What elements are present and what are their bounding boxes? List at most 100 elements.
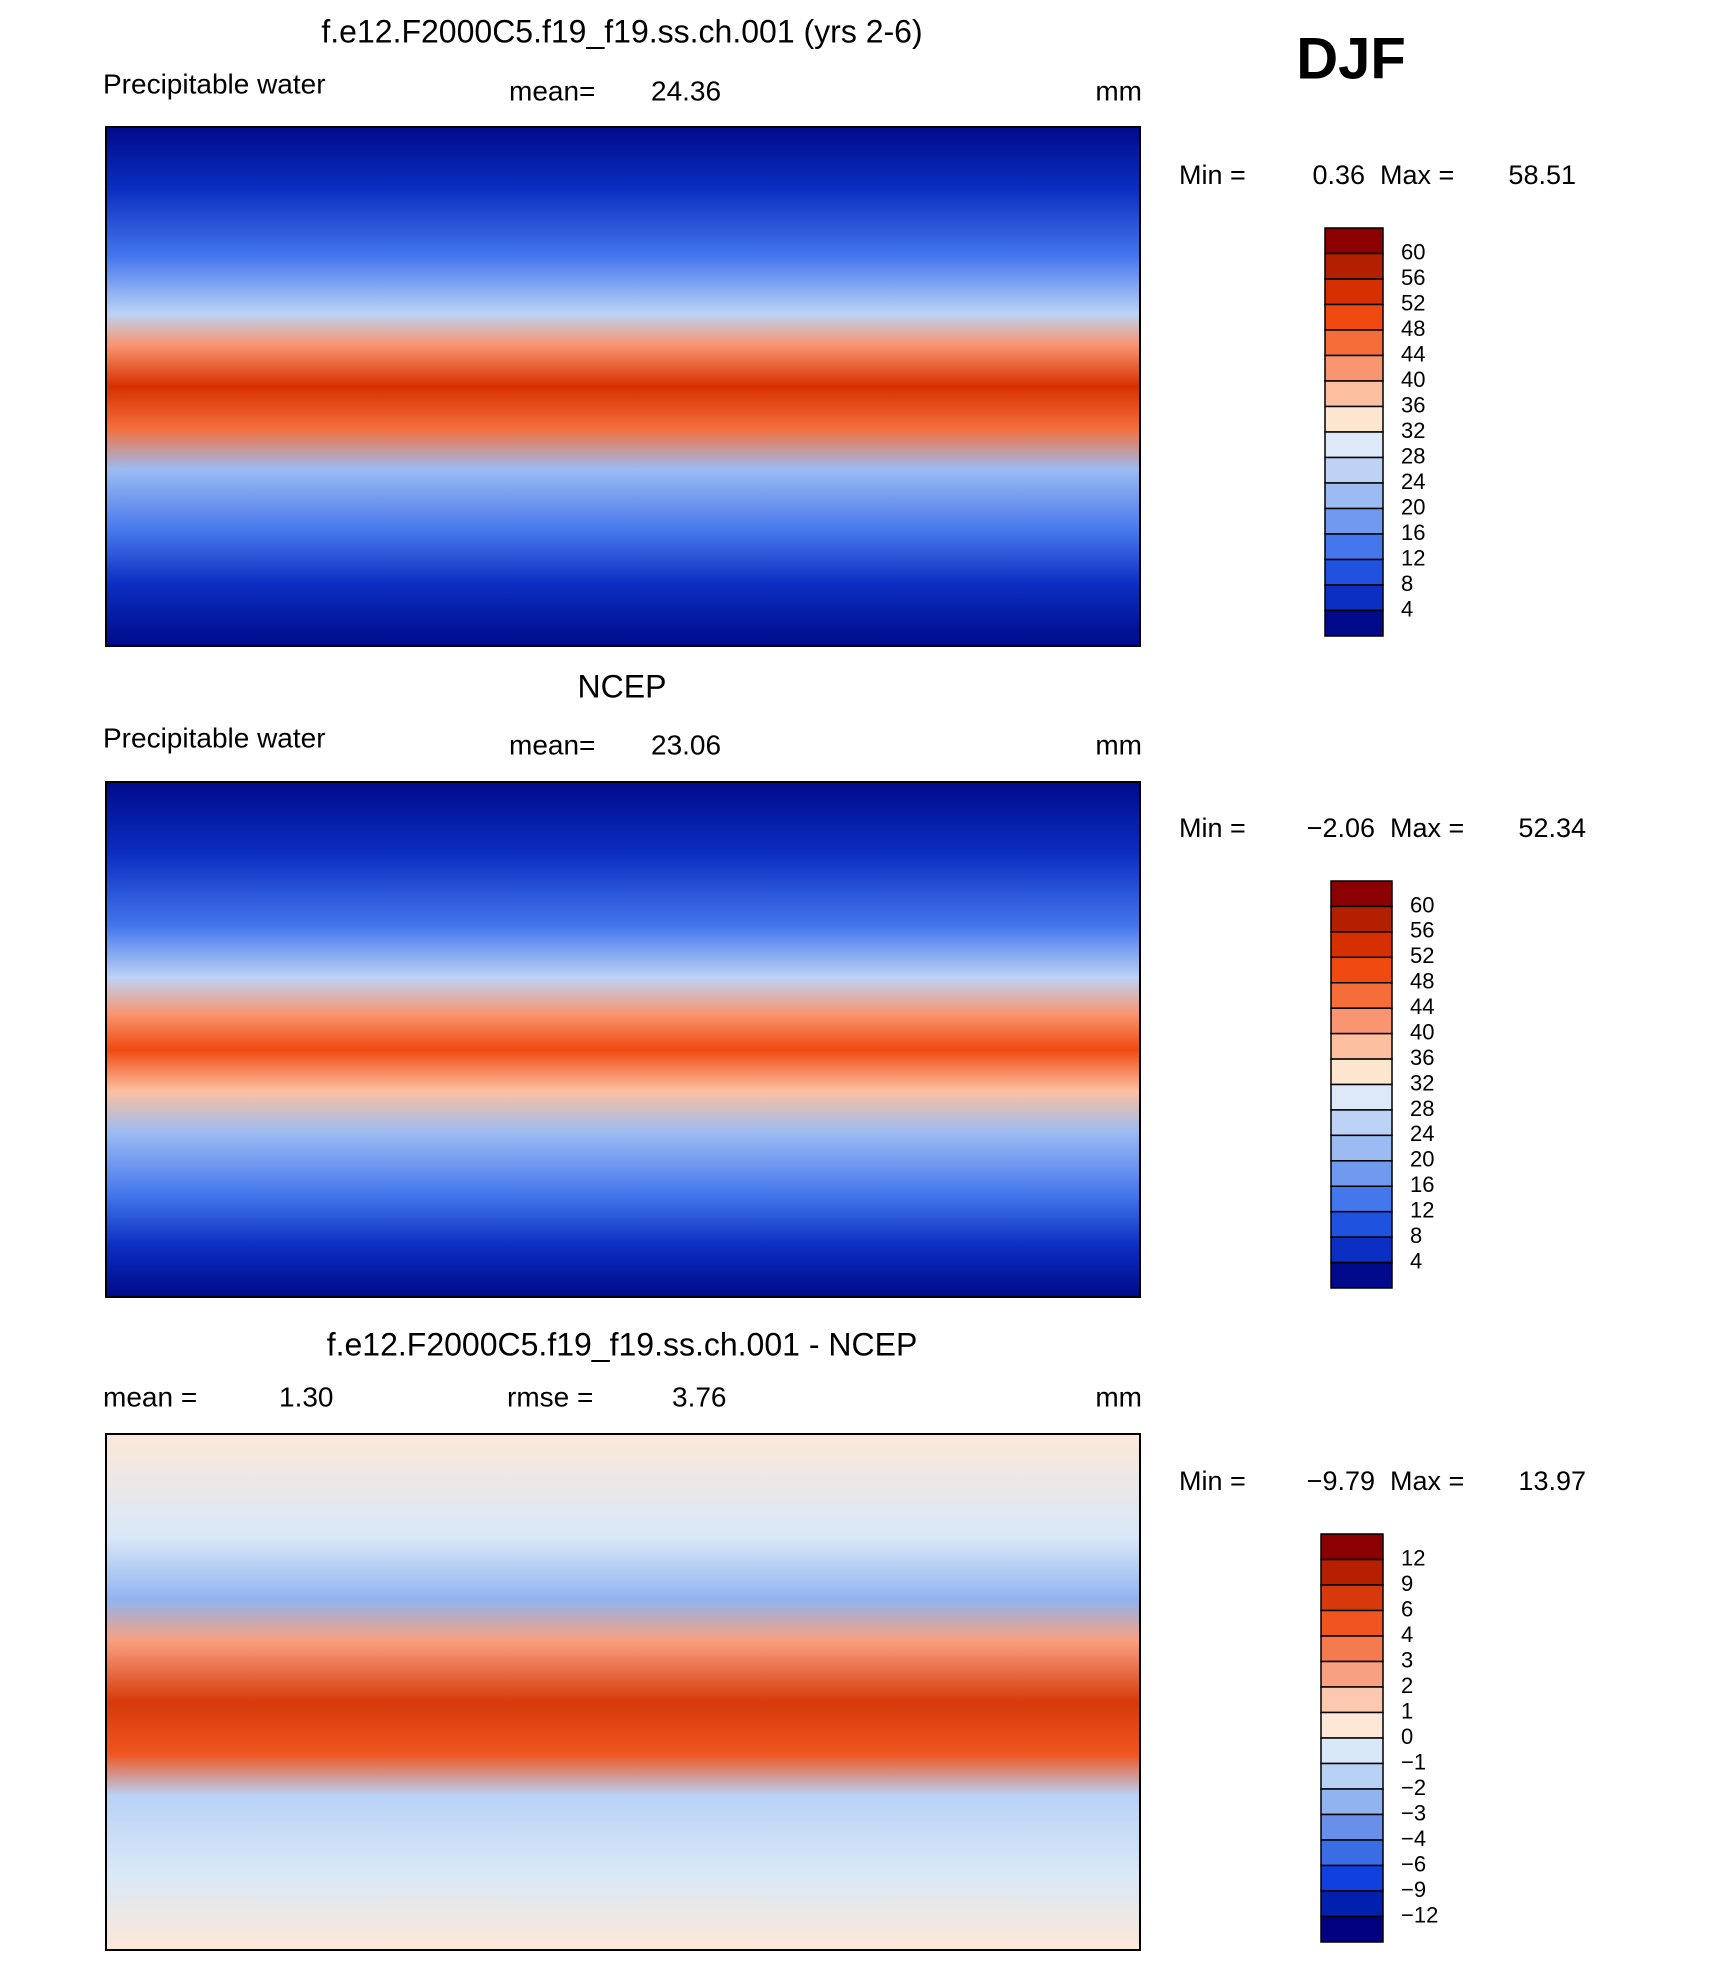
colorbar-label: 1 [1401, 1698, 1413, 1723]
colorbar-box [1330, 1007, 1393, 1035]
mean-label: mean= [509, 75, 595, 106]
colorbar-box [1320, 1839, 1384, 1867]
colorbar-box [1320, 1890, 1384, 1918]
colorbar-label: 56 [1410, 918, 1434, 943]
variable-label: Precipitable water [103, 68, 326, 99]
colorbar-label: −6 [1401, 1851, 1426, 1876]
map [105, 781, 1141, 1298]
colorbar-label: 60 [1410, 892, 1434, 917]
colorbar-label: −12 [1401, 1902, 1438, 1927]
colorbar-label: 3 [1401, 1647, 1413, 1672]
colorbar-box [1330, 1261, 1393, 1289]
colorbar-box [1320, 1609, 1384, 1637]
colorbar-box [1324, 431, 1384, 459]
colorbar-label: 48 [1401, 316, 1425, 341]
colorbar-box [1320, 1737, 1384, 1765]
colorbar-label: −1 [1401, 1749, 1426, 1774]
colorbar-label: 36 [1410, 1045, 1434, 1070]
colorbar-box [1330, 1160, 1393, 1187]
colorbar-label: 4 [1401, 1622, 1413, 1647]
colorbar-label: 20 [1401, 494, 1425, 519]
mean-value: 24.36 [651, 75, 721, 106]
colorbar-box [1324, 278, 1384, 306]
unit: mm [1095, 1381, 1142, 1412]
colorbar-label: 24 [1401, 469, 1425, 494]
colorbar-label: 4 [1401, 596, 1413, 621]
colorbar-box [1330, 1185, 1393, 1213]
colorbar-label: 16 [1401, 520, 1425, 545]
colorbar-box [1330, 1083, 1393, 1111]
colorbar-box [1324, 482, 1384, 510]
panel-title: f.e12.F2000C5.f19_f19.ss.ch.001 - NCEP [327, 1326, 918, 1362]
variable-label: Precipitable water [103, 722, 326, 753]
colorbar-label: 40 [1410, 1019, 1434, 1044]
colorbar-label: 28 [1401, 443, 1425, 468]
colorbar-label: 60 [1401, 239, 1425, 264]
colorbar-box [1324, 354, 1384, 382]
unit: mm [1095, 75, 1142, 106]
colorbar-box [1320, 1711, 1384, 1739]
colorbar-label: 44 [1401, 341, 1425, 366]
colorbar-box [1324, 303, 1384, 331]
colorbar-box [1330, 1134, 1393, 1162]
colorbar-label: 6 [1401, 1596, 1413, 1621]
min-label: Min = [1179, 813, 1246, 843]
colorbar-label: 2 [1401, 1673, 1413, 1698]
colorbar-label: 32 [1410, 1070, 1434, 1095]
unit: mm [1095, 729, 1142, 760]
min-label: Min = [1179, 160, 1246, 190]
colorbar-label: 12 [1401, 545, 1425, 570]
colorbar-label: 32 [1401, 418, 1425, 443]
colorbar-box [1324, 456, 1384, 484]
colorbar-label: 4 [1410, 1248, 1422, 1273]
max-value: 13.97 [1518, 1466, 1586, 1496]
panel-title: NCEP [578, 668, 667, 704]
colorbar-box [1320, 1915, 1384, 1943]
colorbar-box [1320, 1686, 1384, 1714]
colorbar-box [1324, 227, 1384, 255]
colorbar-box [1324, 609, 1384, 637]
min-value: 0.36 [1312, 160, 1365, 190]
colorbar-label: 48 [1410, 969, 1434, 994]
season-label: DJF [1296, 26, 1406, 91]
colorbar-label: 0 [1401, 1724, 1413, 1749]
colorbar-box [1330, 880, 1393, 908]
map [105, 1433, 1141, 1951]
colorbar-label: 44 [1410, 994, 1434, 1019]
colorbar-box [1330, 1210, 1393, 1238]
max-value: 58.51 [1508, 160, 1576, 190]
colorbar-box [1320, 1635, 1384, 1663]
max-label: Max = [1390, 1466, 1464, 1496]
colorbar-label: 8 [1410, 1223, 1422, 1248]
mean-value: 23.06 [651, 729, 721, 760]
colorbar-box [1324, 507, 1384, 535]
colorbar-box [1320, 1558, 1384, 1586]
colorbar-box [1330, 1109, 1393, 1137]
colorbar-box [1330, 1032, 1393, 1060]
colorbar-box [1324, 329, 1384, 357]
colorbar-box [1330, 982, 1393, 1009]
colorbar-box [1330, 905, 1393, 933]
colorbar-box [1320, 1660, 1384, 1688]
colorbar-label: 16 [1410, 1172, 1434, 1197]
colorbar-label: 56 [1401, 265, 1425, 290]
map [105, 126, 1141, 647]
colorbar-label: −9 [1401, 1877, 1426, 1902]
colorbar-label: −3 [1401, 1800, 1426, 1825]
max-label: Max = [1380, 160, 1454, 190]
colorbar-box [1324, 584, 1384, 612]
rmse-label: rmse = [507, 1381, 593, 1412]
mean-value: 1.30 [279, 1381, 334, 1412]
colorbar-label: 36 [1401, 392, 1425, 417]
colorbar-box [1324, 380, 1384, 408]
colorbar-label: 40 [1401, 367, 1425, 392]
colorbar-box [1320, 1788, 1384, 1816]
max-value: 52.34 [1518, 813, 1586, 843]
colorbar-label: −2 [1401, 1775, 1426, 1800]
colorbar-box [1320, 1864, 1384, 1892]
colorbar-label: 8 [1401, 571, 1413, 596]
colorbar-box [1320, 1762, 1384, 1790]
colorbar-label: 9 [1401, 1571, 1413, 1596]
